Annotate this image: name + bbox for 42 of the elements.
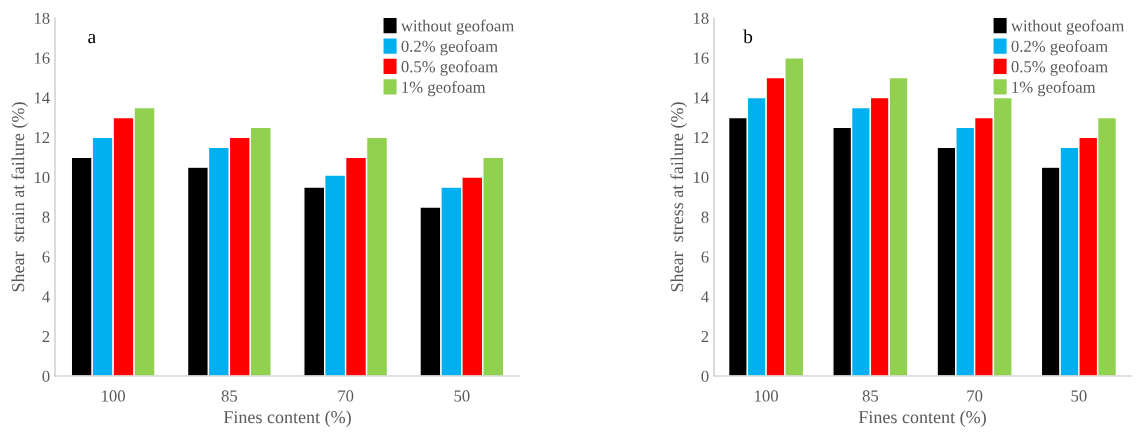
x-tick-label: 50 (1071, 390, 1087, 402)
y-tick-label: 0 (701, 370, 709, 382)
legend-label: without geofoam (1010, 19, 1125, 35)
y-tick-label: 18 (693, 12, 709, 24)
y-tick-label: 6 (701, 251, 709, 263)
y-tick-label: 4 (42, 291, 50, 303)
x-tick-label: 100 (102, 390, 125, 402)
legend-label: 0.5% geofoam (401, 60, 498, 76)
y-axis-title: Shear stress at failure (%) (670, 102, 687, 292)
x-tick-label: 85 (221, 390, 238, 402)
annotation: b (743, 29, 753, 44)
y-tick-label: 10 (693, 171, 709, 184)
y-tick-label: 2 (42, 330, 50, 342)
x-tick-label: 70 (967, 390, 983, 402)
x-tick-label: 70 (338, 390, 354, 402)
y-tick-label: 10 (34, 171, 50, 184)
x-tick-label: 85 (862, 390, 879, 402)
y-tick-label: 14 (693, 92, 709, 104)
y-tick-label: 8 (42, 211, 50, 223)
y-tick-label: 6 (42, 251, 50, 263)
x-axis-title: Fines content (%) (858, 410, 986, 427)
y-tick-label: 18 (34, 12, 50, 24)
x-axis-title: Fines content (%) (223, 410, 351, 427)
y-tick-label: 0 (42, 370, 50, 382)
y-tick-label: 2 (701, 330, 709, 342)
y-tick-label: 12 (693, 132, 709, 144)
legend-label: 0.2% geofoam (1011, 40, 1108, 56)
y-tick-label: 8 (701, 211, 709, 223)
legend-label: 1% geofoam (1012, 80, 1096, 97)
y-tick-label: 14 (34, 92, 50, 104)
y-tick-label: 4 (701, 291, 709, 303)
x-tick-label: 50 (454, 390, 470, 402)
y-axis-title: Shear strain at failure (%) (11, 102, 28, 292)
legend-label: 0.2% geofoam (401, 40, 498, 56)
y-tick-label: 12 (34, 132, 50, 144)
y-tick-label: 16 (34, 52, 50, 64)
x-tick-label: 100 (755, 390, 778, 402)
legend-label: without geofoam (400, 19, 515, 35)
legend-label: 0.5% geofoam (1011, 60, 1108, 76)
y-tick-label: 16 (693, 52, 709, 64)
annotation: a (88, 33, 96, 44)
legend-label: 1% geofoam (402, 80, 486, 97)
